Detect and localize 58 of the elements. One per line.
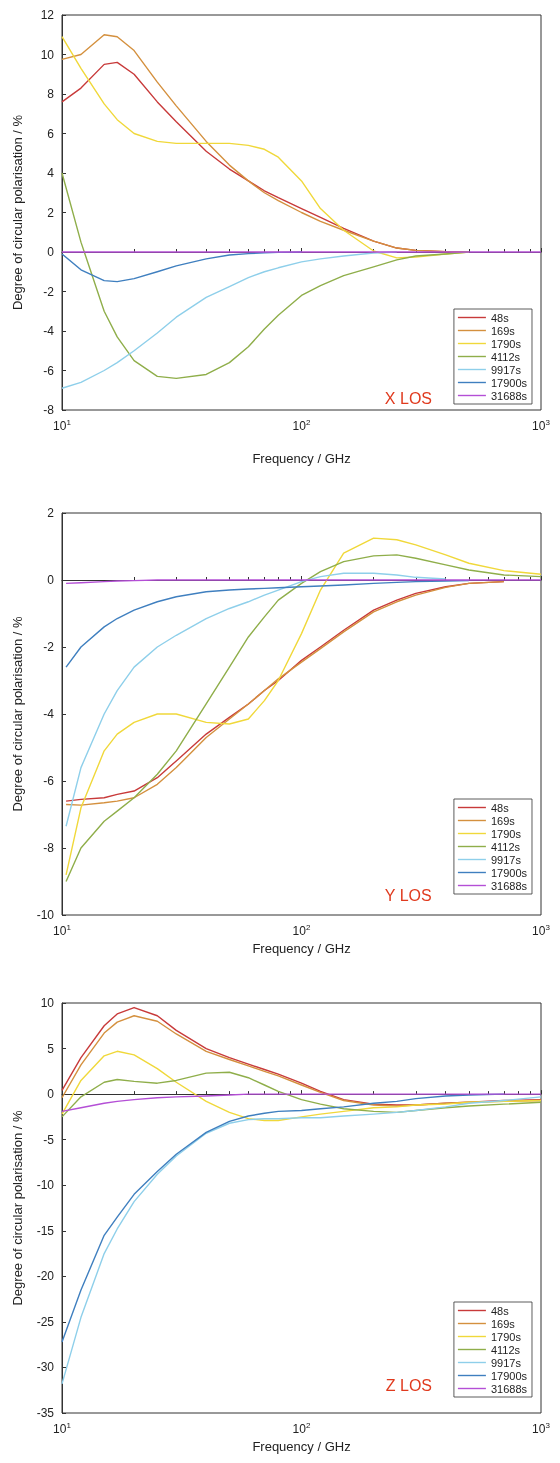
legend-label: 17900s — [490, 1369, 528, 1382]
y-tick-label: -5 — [43, 1132, 55, 1147]
legend-label: 4112s — [490, 840, 521, 853]
legend-label: 17900s — [490, 376, 528, 389]
y-axis-title: Degree of circular polarisation / % — [10, 616, 25, 812]
legend-label: 169s — [490, 324, 516, 337]
legend-label: 9917s — [490, 1356, 522, 1369]
legend-label: 169s — [490, 1317, 516, 1330]
y-tick-label: 12 — [40, 8, 55, 22]
y-tick-label: -15 — [36, 1223, 55, 1238]
y-tick-label: -35 — [36, 1406, 55, 1420]
y-tick-label: 2 — [47, 205, 55, 220]
legend-label: 17900s — [490, 866, 528, 879]
annotation: X LOS — [384, 389, 433, 407]
legend-label: 48s — [490, 311, 510, 324]
y-tick-label: -8 — [43, 841, 55, 855]
y-axis-title: Degree of circular polarisation / % — [10, 114, 25, 311]
legend-label: 4112s — [490, 350, 521, 363]
legend-label: 1790s — [490, 827, 522, 840]
legend-label: 9917s — [490, 363, 522, 376]
y-tick-label: 10 — [40, 996, 55, 1010]
y-tick-label: 10 — [40, 47, 55, 62]
legend-label: 48s — [490, 1304, 510, 1317]
legend-label: 9917s — [490, 853, 522, 866]
y-tick-label: -4 — [43, 707, 55, 721]
y-tick-label: -6 — [43, 774, 55, 788]
y-tick-label: -25 — [36, 1314, 55, 1329]
y-tick-label: 0 — [47, 1087, 55, 1102]
y-tick-label: -20 — [36, 1269, 55, 1284]
y-tick-label: -10 — [36, 1178, 55, 1193]
y-tick-label: -30 — [36, 1360, 55, 1375]
y-tick-label: -2 — [43, 640, 55, 654]
legend-label: 31688s — [490, 879, 528, 892]
legend-label: 4112s — [490, 1343, 521, 1356]
x-axis-title: Frequency / GHz — [252, 451, 351, 466]
y-tick-label: 4 — [47, 166, 55, 180]
legend-label: 31688s — [490, 1382, 528, 1395]
y-tick-label: 6 — [47, 126, 55, 141]
y-tick-label: 8 — [47, 87, 55, 101]
legend-label: 169s — [490, 814, 516, 827]
legend-label: 1790s — [490, 1330, 522, 1343]
annotation: Z LOS — [385, 1376, 432, 1394]
x-axis-title: Frequency / GHz — [252, 1439, 351, 1454]
y-tick-label: 2 — [47, 506, 55, 520]
y-tick-label: 5 — [47, 1041, 55, 1056]
y-tick-label: 0 — [47, 245, 55, 259]
y-tick-label: -4 — [43, 324, 55, 338]
y-tick-label: 0 — [47, 573, 55, 587]
y-axis-title: Degree of circular polarisation / % — [10, 1110, 25, 1306]
legend-label: 31688s — [490, 389, 528, 402]
x-axis-title: Frequency / GHz — [252, 941, 351, 956]
legend-label: 48s — [490, 801, 510, 814]
y-tick-label: -2 — [43, 284, 55, 299]
annotation: Y LOS — [384, 886, 432, 904]
y-tick-label: -8 — [43, 403, 55, 417]
legend-label: 1790s — [490, 337, 522, 350]
y-tick-label: -6 — [43, 363, 55, 378]
y-tick-label: -10 — [36, 908, 55, 922]
